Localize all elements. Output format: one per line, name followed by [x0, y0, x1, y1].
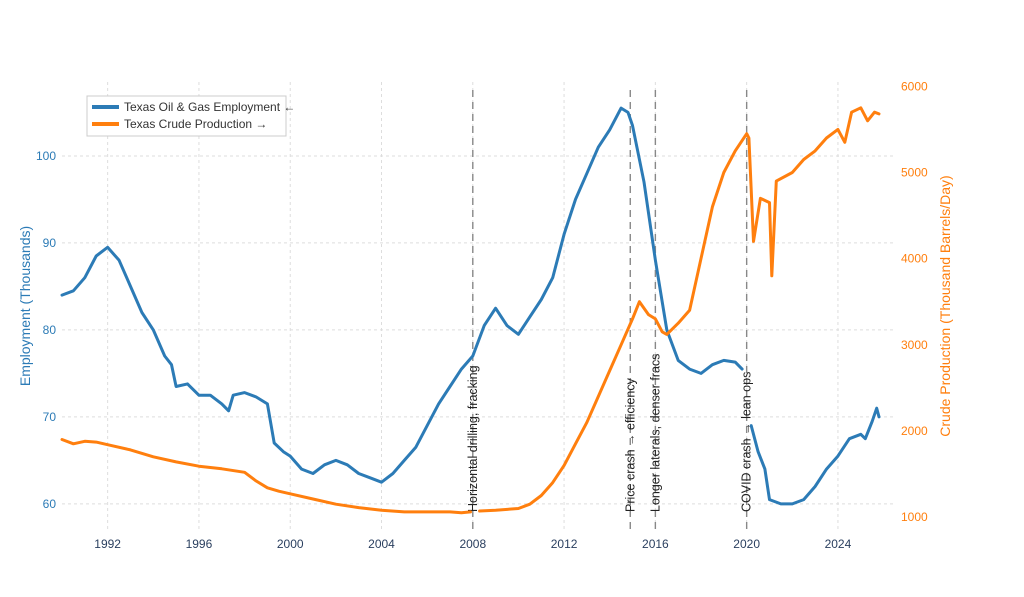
y-right-tick-label-2000: 2000 — [901, 424, 928, 438]
y-right-tick-label-5000: 5000 — [901, 165, 928, 179]
axis-layer: 1992 1996 2000 2004 2008 2012 2016 2020 2024 60 70… — [36, 79, 928, 551]
legend: Texas Oil & Gas Employment ← Texas Crude… — [86, 95, 295, 137]
x-tick-label-1992: 1992 — [94, 537, 121, 551]
series-layer — [60, 106, 881, 515]
y-left-tick-label-80: 80 — [43, 323, 57, 337]
legend-label-production: Texas Crude Production → — [124, 117, 267, 131]
series-line-employment-1 — [749, 406, 881, 506]
x-tick-label-2020: 2020 — [733, 537, 760, 551]
legend-box — [86, 95, 287, 137]
legend-label-employment: Texas Oil & Gas Employment ← — [124, 100, 295, 114]
x-tick-label-2000: 2000 — [277, 537, 304, 551]
annotation-label-3: COVID crash → lean ops — [740, 372, 754, 512]
annotation-label-1: Price crash → efficiency — [623, 377, 637, 512]
x-tick-label-1996: 1996 — [186, 537, 213, 551]
x-tick-label-2004: 2004 — [368, 537, 395, 551]
y-right-tick-label-1000: 1000 — [901, 510, 928, 524]
series-line-production-0 — [60, 438, 472, 515]
x-tick-label-2016: 2016 — [642, 537, 669, 551]
series-line-production-1 — [478, 106, 881, 513]
annotation-label-2: Longer laterals, denser fracs — [648, 354, 662, 512]
y-right-tick-label-4000: 4000 — [901, 252, 928, 266]
y-axis-left-title: Employment (Thousands) — [17, 226, 33, 386]
series-line-employment-0 — [60, 106, 744, 484]
y-right-tick-label-6000: 6000 — [901, 79, 928, 93]
x-tick-label-2008: 2008 — [459, 537, 486, 551]
y-left-tick-label-100: 100 — [36, 149, 56, 163]
annotation-layer: Horizontal drilling, fracking Price crash… — [466, 90, 754, 530]
x-tick-label-2024: 2024 — [825, 537, 852, 551]
y-left-tick-label-70: 70 — [43, 410, 57, 424]
y-left-tick-label-60: 60 — [43, 497, 57, 511]
y-right-tick-label-3000: 3000 — [901, 338, 928, 352]
y-left-tick-label-90: 90 — [43, 236, 57, 250]
y-axis-right-title: Crude Production (Thousand Barrels/Day) — [937, 175, 953, 436]
x-tick-label-2012: 2012 — [551, 537, 578, 551]
annotation-label-0: Horizontal drilling, fracking — [466, 365, 480, 512]
